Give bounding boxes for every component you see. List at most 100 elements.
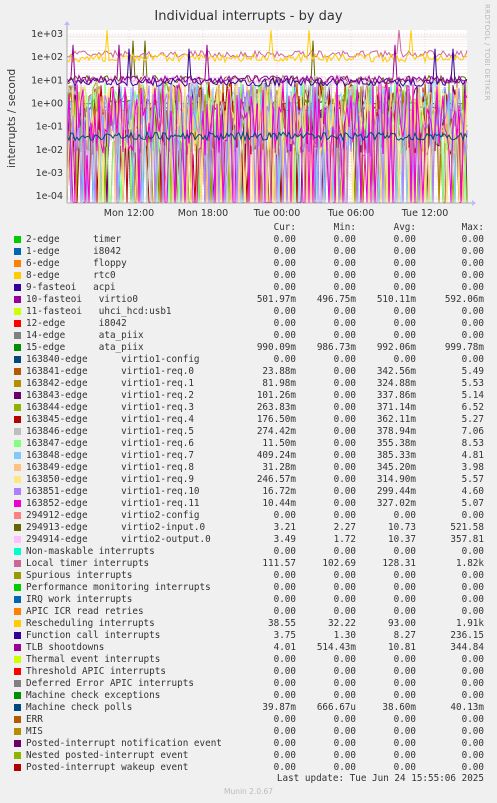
legend-value-min: 0.00 — [333, 438, 356, 449]
legend-label: 294912-edge virtio2-config — [26, 510, 200, 521]
legend-swatch — [14, 692, 21, 699]
legend-label: 163840-edge virtio1-config — [26, 354, 200, 365]
series-line — [66, 48, 468, 88]
legend-value-avg: 0.00 — [393, 318, 416, 329]
legend-swatch — [14, 524, 21, 531]
legend-label: MIS — [26, 726, 43, 737]
legend-value-min: 0.00 — [333, 246, 356, 257]
legend-value-min: 0.00 — [333, 750, 356, 761]
legend-value-min: 0.00 — [333, 270, 356, 281]
column-header-avg: Avg: — [393, 222, 416, 233]
legend-value-cur: 3.49 — [273, 534, 296, 545]
legend-value-avg: 0.00 — [393, 606, 416, 617]
legend-value-cur: 0.00 — [273, 582, 296, 593]
legend-value-max: 0.00 — [461, 282, 484, 293]
legend-value-cur: 0.00 — [273, 258, 296, 269]
legend-value-min: 0.00 — [333, 450, 356, 461]
legend-value-min: 0.00 — [333, 498, 356, 509]
legend-value-avg: 0.00 — [393, 750, 416, 761]
legend-swatch — [14, 272, 21, 279]
legend-value-cur: 990.09m — [256, 342, 296, 353]
legend-label: 15-edge ata_piix — [26, 342, 144, 353]
last-update: Last update: Tue Jun 24 15:55:06 2025 — [276, 773, 484, 784]
legend-row: Nested posted-interrupt event 0.00 0.00 0.0… — [0, 750, 497, 762]
legend-swatch — [14, 680, 21, 687]
legend-value-min: 0.00 — [333, 474, 356, 485]
legend-value-max: 3.98 — [461, 462, 484, 473]
legend-swatch — [14, 332, 21, 339]
legend-value-min: 0.00 — [333, 354, 356, 365]
legend-value-avg: 0.00 — [393, 690, 416, 701]
series-line — [66, 82, 468, 203]
legend-value-avg: 0.00 — [393, 678, 416, 689]
legend-row: 294913-edge virtio2-input.0 3.21 2.27 10.73… — [0, 522, 497, 534]
column-header-max: Max: — [461, 222, 484, 233]
legend-value-max: 0.00 — [461, 594, 484, 605]
legend-value-avg: 0.00 — [393, 654, 416, 665]
legend-swatch — [14, 476, 21, 483]
legend-value-avg: 342.56m — [376, 366, 416, 377]
legend-label: Performance monitoring interrupts — [26, 582, 211, 593]
legend-row: 163851-edge virtio1-req.10 16.72m 0.00 299.… — [0, 486, 497, 498]
series-line — [66, 40, 468, 85]
legend-value-max: 5.14 — [461, 390, 484, 401]
legend-value-cur: 0.00 — [273, 714, 296, 725]
legend-row: Non-maskable interrupts 0.00 0.00 0.00 0.00 — [0, 546, 497, 558]
legend-row: 12-edge i8042 0.00 0.00 0.00 0.00 — [0, 318, 497, 330]
legend-value-avg: 0.00 — [393, 762, 416, 773]
legend-value-min: 102.69 — [322, 558, 356, 569]
legend-value-cur: 274.42m — [256, 426, 296, 437]
legend-swatch — [14, 488, 21, 495]
legend-value-avg: 128.31 — [382, 558, 416, 569]
legend-swatch — [14, 452, 21, 459]
legend-value-max: 6.52 — [461, 402, 484, 413]
legend-value-cur: 0.00 — [273, 666, 296, 677]
legend-row: 163847-edge virtio1-req.6 11.50m 0.00 355.3… — [0, 438, 497, 450]
legend-value-max: 4.60 — [461, 486, 484, 497]
legend-value-min: 514.43m — [316, 642, 356, 653]
legend-row: MIS 0.00 0.00 0.00 0.00 — [0, 726, 497, 738]
legend-value-avg: 345.20m — [376, 462, 416, 473]
legend-value-cur: 501.97m — [256, 294, 296, 305]
legend-value-cur: 0.00 — [273, 282, 296, 293]
legend-row: ERR 0.00 0.00 0.00 0.00 — [0, 714, 497, 726]
legend-value-cur: 0.00 — [273, 726, 296, 737]
legend-value-max: 0.00 — [461, 726, 484, 737]
legend-value-cur: 38.55 — [268, 618, 296, 629]
legend-swatch — [14, 704, 21, 711]
legend-value-min: 0.00 — [333, 606, 356, 617]
legend-label: Machine check polls — [26, 702, 133, 713]
legend-value-min: 0.00 — [333, 402, 356, 413]
legend-value-cur: 3.21 — [273, 522, 296, 533]
legend-value-max: 0.00 — [461, 234, 484, 245]
legend-label: 14-edge ata_piix — [26, 330, 144, 341]
legend-value-avg: 0.00 — [393, 306, 416, 317]
legend-value-avg: 299.44m — [376, 486, 416, 497]
y-axis-arrow — [64, 21, 70, 25]
legend-value-cur: 0.00 — [273, 738, 296, 749]
legend-row: Rescheduling interrupts 38.55 32.22 93.00 1.… — [0, 618, 497, 630]
legend-row: 163848-edge virtio1-req.7 409.24m 0.00 385.… — [0, 450, 497, 462]
legend-label: 12-edge i8042 — [26, 318, 127, 329]
x-tick-label: Mon 18:00 — [178, 208, 228, 219]
legend-value-max: 0.00 — [461, 570, 484, 581]
legend-row: Thermal event interrupts 0.00 0.00 0.00 0.00 — [0, 654, 497, 666]
series-lines — [66, 29, 468, 203]
legend-value-cur: 0.00 — [273, 594, 296, 605]
legend-value-avg: 327.02m — [376, 498, 416, 509]
legend-swatch — [14, 572, 21, 579]
legend-row: 15-edge ata_piix 990.09m 986.73m 992.06m 999… — [0, 342, 497, 354]
y-tick-label: 1e+00 — [31, 98, 63, 109]
legend-value-avg: 0.00 — [393, 234, 416, 245]
legend-value-min: 0.00 — [333, 486, 356, 497]
legend-label: APIC ICR read retries — [26, 606, 144, 617]
legend-row: TLB shootdowns 4.01 514.43m 10.81 344.84 — [0, 642, 497, 654]
legend-value-max: 1.91k — [456, 618, 484, 629]
legend-value-avg: 0.00 — [393, 330, 416, 341]
legend-value-cur: 263.83m — [256, 402, 296, 413]
legend-row: Machine check polls 39.87m 666.67u 38.60m 40… — [0, 702, 497, 714]
legend-value-cur: 39.87m — [262, 702, 296, 713]
legend-value-max: 0.00 — [461, 546, 484, 557]
legend-swatch — [14, 740, 21, 747]
legend-value-cur: 0.00 — [273, 510, 296, 521]
